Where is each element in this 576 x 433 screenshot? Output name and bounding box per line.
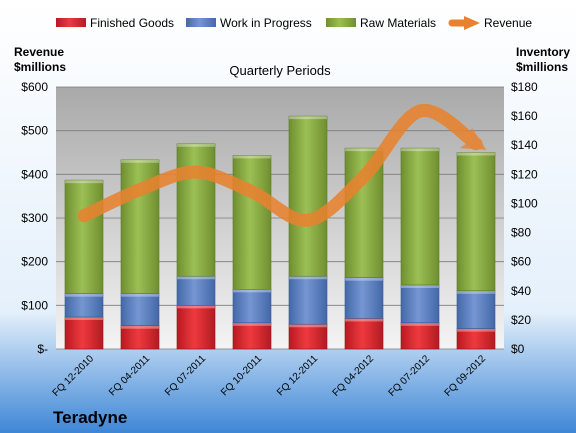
legend-label-raw-materials: Raw Materials [360, 16, 436, 30]
bar-cap-work-in-progress [401, 284, 439, 288]
legend-swatch-finished-goods [56, 18, 86, 27]
bar-cap-raw-materials [401, 148, 439, 152]
bar-cap-raw-materials [177, 143, 215, 147]
bar-cap-raw-materials [65, 180, 103, 184]
bar-cap-work-in-progress [289, 276, 327, 280]
bar-cap-raw-materials [345, 148, 383, 152]
legend-swatch-work-in-progress [186, 18, 216, 27]
bar-finished-goods [176, 305, 216, 350]
bar-cap-finished-goods [345, 318, 383, 322]
right-axis-tick-label: $60 [511, 255, 531, 269]
bar-cap-raw-materials [233, 155, 271, 159]
bar-cap-work-in-progress [121, 293, 159, 297]
right-axis-tick-label: $40 [511, 284, 531, 298]
right-axis-tick-label: $100 [511, 196, 538, 210]
bar-cap-work-in-progress [233, 289, 271, 293]
bar-raw-materials [288, 115, 328, 277]
bar-finished-goods [344, 318, 384, 350]
right-axis-tick-label: $180 [511, 80, 538, 94]
left-axis-tick-label: $- [37, 342, 48, 356]
bar-work-in-progress [176, 275, 216, 306]
bar-cap-finished-goods [177, 305, 215, 309]
legend-swatch-raw-materials [326, 18, 356, 27]
bar-work-in-progress [120, 293, 160, 327]
company-name: Teradyne [53, 408, 127, 427]
left-axis-tick-label: $400 [21, 167, 48, 181]
bar-cap-raw-materials [289, 116, 327, 120]
bar-cap-raw-materials [457, 152, 495, 156]
bar-work-in-progress [64, 293, 104, 318]
right-axis-title-line2: $millions [516, 60, 568, 74]
bar-finished-goods [64, 316, 104, 350]
bar-finished-goods [232, 322, 272, 350]
left-axis-tick-label: $200 [21, 255, 48, 269]
legend-label-work-in-progress: Work in Progress [220, 16, 312, 30]
left-axis-tick-label: $500 [21, 124, 48, 138]
chart-subtitle: Quarterly Periods [229, 63, 331, 78]
right-axis-tick-label: $80 [511, 226, 531, 240]
right-axis-tick-label: $20 [511, 313, 531, 327]
bar-raw-materials [400, 147, 440, 286]
left-axis-tick-label: $100 [21, 298, 48, 312]
bar-finished-goods [456, 328, 496, 350]
bar-cap-finished-goods [121, 325, 159, 329]
right-axis-title-line1: Inventory [516, 45, 570, 59]
bar-cap-finished-goods [289, 324, 327, 328]
bar-cap-work-in-progress [345, 277, 383, 281]
legend-swatch-revenue-arrowhead [464, 16, 480, 30]
legend: Finished Goods Work in Progress Raw Mate… [56, 16, 532, 30]
bar-cap-work-in-progress [457, 290, 495, 294]
left-axis-title-line2: $millions [14, 60, 66, 74]
left-axis-tick-label: $300 [21, 211, 48, 225]
left-axis-title-line1: Revenue [14, 45, 64, 59]
right-axis-tick-label: $160 [511, 109, 538, 123]
bar-finished-goods [400, 322, 440, 350]
bar-cap-raw-materials [121, 159, 159, 163]
revenue-line [77, 104, 487, 227]
bar-cap-finished-goods [401, 322, 439, 326]
bar-raw-materials [64, 179, 104, 294]
bar-raw-materials [176, 143, 216, 277]
bar-finished-goods [288, 323, 328, 350]
bar-cap-work-in-progress [177, 276, 215, 280]
bar-raw-materials [456, 152, 496, 292]
bar-cap-work-in-progress [65, 293, 103, 297]
left-axis-tick-label: $600 [21, 80, 48, 94]
bar-raw-materials [232, 155, 272, 290]
bar-work-in-progress [232, 289, 272, 324]
bar-cap-finished-goods [233, 322, 271, 326]
legend-label-revenue: Revenue [484, 16, 532, 30]
right-axis-tick-label: $140 [511, 138, 538, 152]
bar-work-in-progress [344, 277, 384, 319]
bar-cap-finished-goods [65, 316, 103, 320]
right-axis-tick-label: $120 [511, 167, 538, 181]
bar-work-in-progress [288, 275, 328, 325]
bar-finished-goods [120, 325, 160, 350]
bar-work-in-progress [400, 284, 440, 324]
bar-work-in-progress [456, 290, 496, 329]
legend-label-finished-goods: Finished Goods [90, 16, 174, 30]
bar-cap-finished-goods [457, 328, 495, 332]
right-axis-tick-label: $0 [511, 342, 525, 356]
